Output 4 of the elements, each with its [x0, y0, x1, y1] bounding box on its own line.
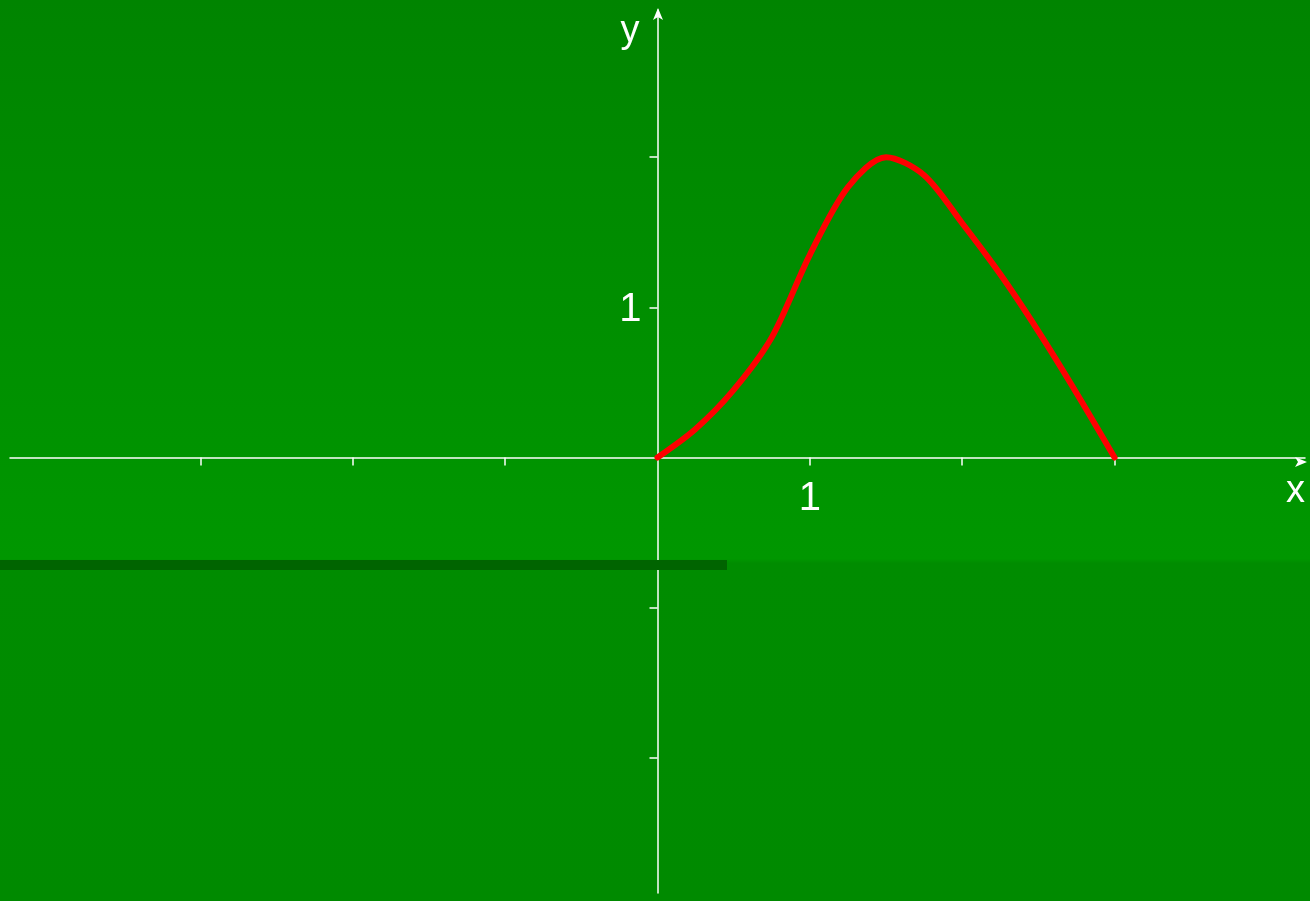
text: 1: [798, 473, 821, 518]
annotation: 1: [619, 285, 642, 330]
y-axis-title: y: [620, 8, 640, 50]
x-axis-title: x: [1286, 467, 1305, 510]
